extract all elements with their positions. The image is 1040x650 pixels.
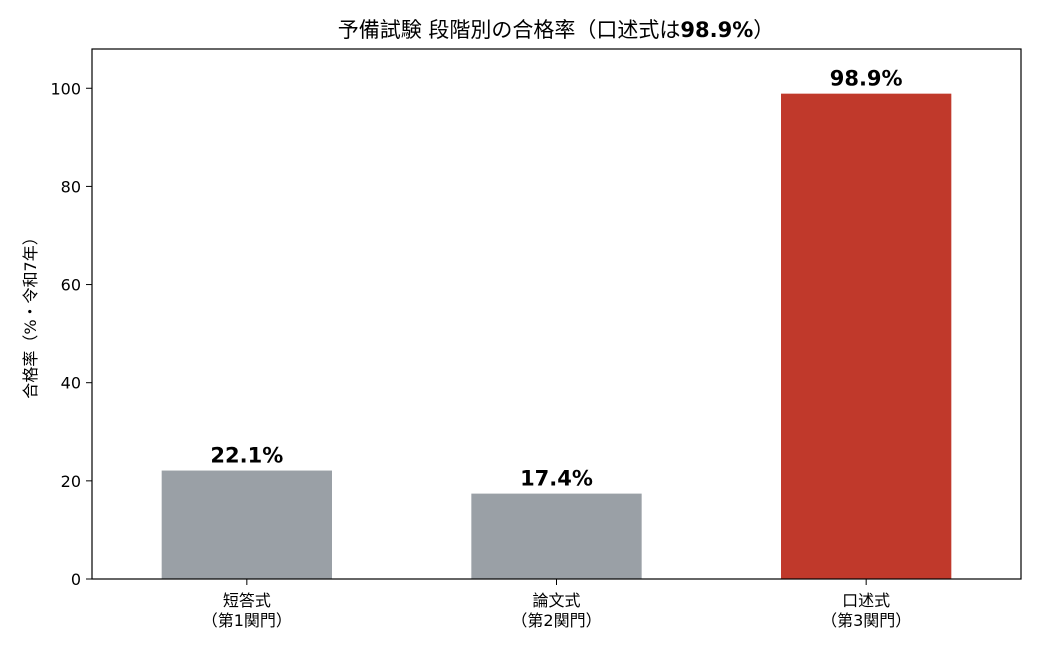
x-tick-sublabel: （第3関門） [821,611,911,630]
data-label: 17.4% [520,467,593,491]
y-tick-label: 80 [61,177,81,196]
data-label: 22.1% [210,444,283,468]
y-axis-label: 合格率（%・令和7年） [21,229,40,398]
bar [161,470,332,579]
y-tick-label: 40 [61,374,81,393]
chart-title-main: 予備試験 段階別の合格率（口述式は [338,18,681,42]
y-tick-label: 0 [71,570,81,589]
plot-frame [91,48,1022,580]
bar [781,93,952,579]
y-tick-label: 100 [50,79,81,98]
x-tick-sublabel: （第2関門） [511,611,601,630]
chart-title: 予備試験 段階別の合格率（口述式は98.9%） [338,18,775,42]
x-tick-label: 口述式 [842,591,890,610]
x-tick-label: 論文式 [532,591,580,610]
y-tick-label: 20 [61,472,81,491]
y-tick-label: 60 [61,276,81,295]
x-tick-sublabel: （第1関門） [202,611,292,630]
bar [471,493,642,579]
data-label: 98.9% [830,67,903,91]
chart-title-end: ） [753,18,774,42]
x-tick-label: 短答式 [223,591,271,610]
chart-title-highlight: 98.9% [680,18,753,42]
